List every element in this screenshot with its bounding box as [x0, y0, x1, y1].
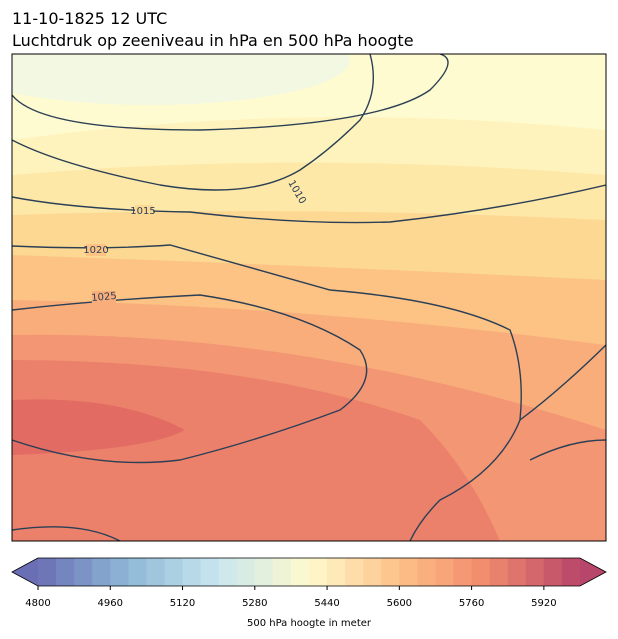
isobar: [529, 439, 606, 461]
colorbar-cell: [290, 558, 310, 586]
isobar-label: 1020: [83, 245, 108, 256]
colorbar-cell: [435, 558, 455, 586]
isobar-label: 1025: [91, 291, 117, 304]
isobar: [519, 344, 606, 421]
colorbar-label: 500 hPa hoogte in meter: [247, 618, 372, 629]
colorbar-cell: [128, 558, 147, 586]
colorbar-cell: [110, 558, 129, 586]
colorbar-cell: [561, 558, 581, 586]
band: [12, 399, 185, 455]
map: 1015 1020 1025 1010: [12, 54, 606, 541]
colorbar-cell: [543, 558, 563, 586]
colorbar-cell: [363, 558, 382, 586]
colorbar-cell: [525, 558, 545, 586]
colorbar-cell: [272, 558, 292, 586]
colorbar-cell: [254, 558, 274, 586]
colorbar-tick-label: 5280: [242, 598, 267, 609]
colorbar-tick-label: 5760: [459, 598, 484, 609]
label-bg: [92, 291, 116, 303]
isobar: [12, 184, 606, 224]
colorbar-cell: [381, 558, 400, 586]
colorbar-cell: [417, 558, 436, 586]
label-bg: [135, 205, 153, 217]
colorbar-tick-label: 5120: [170, 598, 195, 609]
colorbar-cell: [471, 558, 491, 586]
colorbar-tick-label: 5920: [531, 598, 556, 609]
colorbar-cell: [489, 558, 509, 586]
colorbar-extend: [12, 558, 38, 586]
colorbar-extend: [580, 558, 606, 586]
colorbar-cell: [164, 558, 184, 586]
colorbar-cell: [146, 558, 165, 586]
label-bg: [86, 244, 106, 256]
colorbar-cell: [38, 558, 57, 586]
isobar: [12, 294, 368, 464]
colorbar-cell: [182, 558, 202, 586]
colorbar-cell: [309, 558, 328, 586]
isobar: [12, 54, 449, 131]
colorbar-cell: [453, 558, 473, 586]
colorbar-cell: [327, 558, 346, 586]
band: [12, 360, 500, 541]
colorbar-frame: [11, 557, 607, 587]
colorbar-cell: [200, 558, 220, 586]
isobar: [12, 244, 522, 541]
colorbar-cell: [507, 558, 527, 586]
isobar: [12, 54, 375, 191]
subtitle: Luchtdruk op zeeniveau in hPa en 500 hPa…: [12, 31, 414, 50]
colorbar-cell: [218, 558, 238, 586]
colorbar-cell: [56, 558, 75, 586]
title: 11-10-1825 12 UTC: [12, 9, 167, 28]
colorbar-tick-label: 5600: [387, 598, 412, 609]
colorbar-cell: [236, 558, 256, 586]
colorbar-cell: [74, 558, 93, 586]
colorbar-tick-label: 4960: [98, 598, 123, 609]
map-frame: [11, 53, 607, 542]
colorbar-tick-label: 4800: [25, 598, 50, 609]
isobar-label: 1015: [130, 206, 155, 217]
band: [12, 54, 350, 105]
colorbar-cell: [345, 558, 364, 586]
colorbar-cell: [399, 558, 418, 586]
isobar: [12, 526, 121, 541]
colorbar-tick-label: 5440: [314, 598, 339, 609]
colorbar: 4800 4960 5120 5280 5440 5600 5760 5920: [11, 557, 607, 609]
colorbar-cell: [92, 558, 111, 586]
